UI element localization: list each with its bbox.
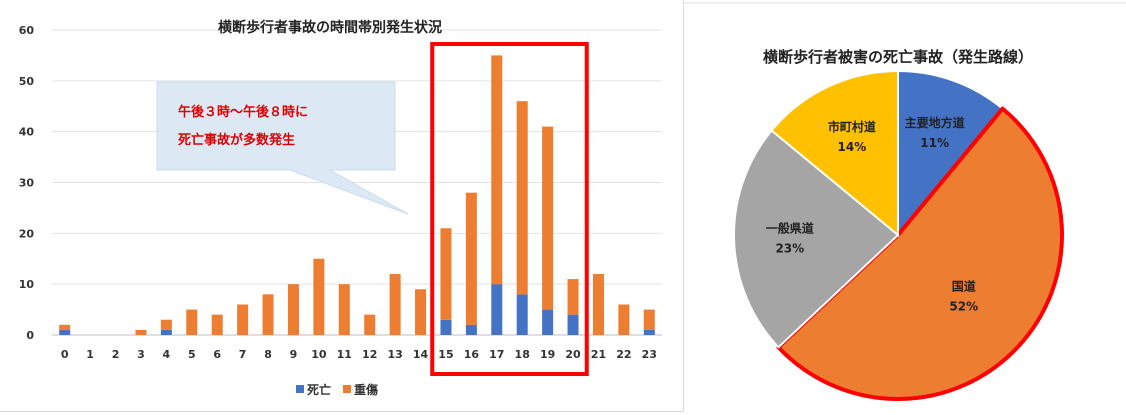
y-tick-label: 30	[19, 177, 35, 190]
bar-death	[59, 329, 71, 335]
bar-injury	[415, 289, 427, 335]
pie-slice-pct: 14%	[838, 140, 867, 154]
x-tick-label: 12	[362, 348, 377, 361]
x-tick-label: 9	[290, 348, 298, 361]
bar-death	[465, 324, 477, 335]
bar-death	[516, 294, 528, 335]
bar-injury	[237, 304, 249, 335]
pie-chart: 横断歩行者被害の死亡事故（発生路線） 主要地方道 11% 国道 52% 一般県道 23% 市町…	[684, 2, 1126, 401]
bar-injury	[567, 279, 579, 315]
x-tick-label: 4	[163, 348, 171, 361]
pie-slice-label: 主要地方道	[905, 115, 965, 130]
x-tick-label: 6	[213, 348, 221, 361]
bar-injury	[135, 329, 147, 335]
x-tick-label: 5	[188, 348, 196, 361]
x-tick-label: 23	[642, 348, 657, 361]
bar-injury	[389, 274, 401, 335]
bar-death	[440, 319, 452, 335]
x-tick-label: 20	[565, 348, 581, 361]
x-tick-label: 11	[337, 348, 352, 361]
bar-chart-panel: 0 10 20 30 40 50 60 横断歩行者事故の時間帯別発生状況 0 1 2 3 4 5 6 7 8 9 1…	[0, 0, 684, 412]
pie-slice-highlight	[776, 106, 1064, 401]
highlight-box	[430, 42, 589, 376]
bar-injury	[592, 274, 604, 335]
bar-death	[160, 329, 172, 335]
bar-injury	[287, 284, 299, 335]
legend-label-injury: 重傷	[354, 382, 378, 397]
legend-swatch-injury	[343, 385, 351, 393]
x-tick-label: 0	[61, 348, 69, 361]
bar-injury	[643, 309, 655, 330]
legend-label-death: 死亡	[307, 382, 331, 397]
bar-injury	[364, 314, 376, 335]
bar-injury	[542, 126, 554, 310]
bar-death	[643, 329, 655, 335]
bar-death	[491, 284, 503, 335]
x-tick-label: 22	[616, 348, 631, 361]
bar-injury	[59, 324, 71, 330]
bar-injury	[440, 228, 452, 320]
callout-line-1: 午後３時～午後８時に	[178, 104, 308, 120]
bar-injury	[186, 309, 198, 335]
x-tick-label: 18	[515, 348, 530, 361]
callout-line-2: 死亡事故が多数発生	[178, 132, 295, 148]
y-tick-label: 20	[19, 227, 35, 240]
x-tick-label: 3	[137, 348, 145, 361]
pie-slice-pct: 23%	[775, 241, 804, 255]
y-tick-label: 40	[19, 126, 35, 139]
x-tick-label: 14	[413, 348, 429, 361]
pie-slice-label: 一般県道	[766, 220, 814, 235]
y-tick-label: 0	[26, 329, 34, 342]
x-tick-label: 8	[264, 348, 272, 361]
pie-slice	[897, 69, 1004, 238]
x-tick-label: 19	[540, 348, 555, 361]
bar-chart-title: 横断歩行者事故の時間帯別発生状況	[218, 19, 442, 36]
bar-death	[567, 314, 579, 335]
x-tick-label: 10	[311, 348, 327, 361]
bar-death	[542, 309, 554, 335]
y-tick-label: 10	[19, 278, 35, 291]
bar-injury	[262, 294, 274, 335]
x-tick-label: 17	[489, 348, 504, 361]
callout-bubble	[156, 81, 409, 215]
y-tick-label: 60	[19, 24, 35, 37]
bar-injury	[211, 314, 223, 335]
pie-slice-label: 国道	[952, 279, 976, 294]
x-tick-label: 2	[112, 348, 120, 361]
pie-slice	[733, 129, 900, 349]
bar-injury	[313, 258, 325, 335]
y-tick-label: 50	[19, 75, 35, 88]
bar-injury	[465, 192, 477, 325]
pie-slice-pct: 52%	[949, 300, 978, 314]
bar-injury	[491, 55, 503, 285]
x-tick-label: 15	[438, 348, 453, 361]
bar-injury	[516, 101, 528, 295]
pie-slice-label: 市町村道	[828, 119, 876, 134]
legend-swatch-death	[296, 385, 304, 393]
bar-injury	[338, 284, 350, 335]
pie-slice	[770, 69, 899, 238]
bar-injury	[160, 319, 172, 330]
x-tick-label: 21	[591, 348, 606, 361]
pie-slice-pct: 11%	[920, 136, 949, 150]
pie-chart-panel: 横断歩行者被害の死亡事故（発生路線） 主要地方道 11% 国道 52% 一般県道 23% 市町…	[684, 0, 1126, 411]
x-tick-label: 16	[464, 348, 480, 361]
x-tick-label: 7	[239, 348, 247, 361]
bar-injury	[618, 304, 630, 335]
x-tick-label: 1	[86, 348, 94, 361]
x-tick-label: 13	[387, 348, 402, 361]
pie-chart-title: 横断歩行者被害の死亡事故（発生路線）	[763, 48, 1033, 66]
